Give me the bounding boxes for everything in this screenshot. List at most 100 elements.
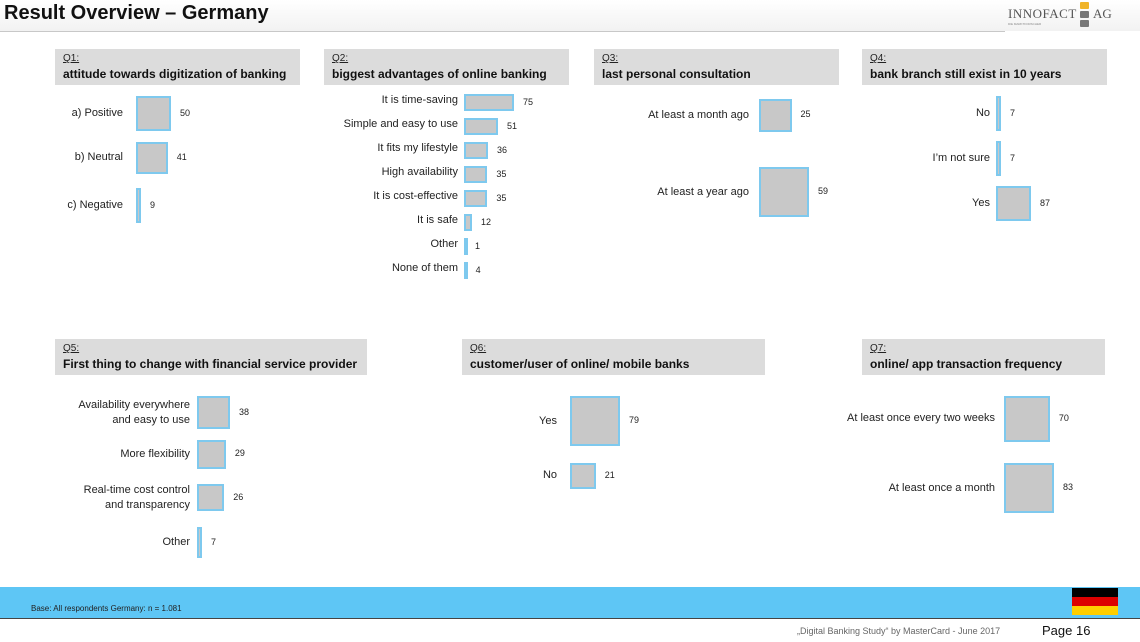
page-number: Page 16	[1042, 623, 1091, 638]
question-header-q7: Q7: online/ app transaction frequency	[862, 339, 1105, 375]
logo-suffix: AG	[1093, 6, 1112, 21]
question-header-q5: Q5: First thing to change with financial …	[55, 339, 367, 375]
data-label: 7	[211, 536, 217, 547]
question-title: First thing to change with financial ser…	[63, 357, 358, 371]
bar	[570, 463, 596, 489]
data-label: 41	[176, 151, 187, 162]
category-label: It is time-saving	[381, 94, 458, 106]
category-label: Availability everywhere and easy to use	[78, 398, 190, 426]
question-title: biggest advantages of online banking	[332, 67, 547, 81]
question-header-q3: Q3: last personal consultation	[594, 49, 839, 85]
category-label: c) Negative	[67, 199, 123, 211]
question-number: Q6:	[470, 343, 487, 354]
data-label: 29	[234, 448, 245, 459]
title-bar	[0, 0, 1140, 31]
bar	[1004, 396, 1050, 442]
bar	[197, 527, 202, 558]
question-title: last personal consultation	[602, 67, 751, 81]
bar	[136, 96, 171, 131]
data-label: 12	[481, 216, 492, 227]
category-label: At least a year ago	[657, 185, 749, 198]
category-label: Other	[430, 238, 458, 250]
data-label: 50	[180, 107, 191, 118]
question-header-q2: Q2: biggest advantages of online banking	[324, 49, 569, 85]
data-label: 35	[496, 168, 507, 179]
bar	[464, 238, 468, 255]
bar	[570, 396, 620, 446]
bar	[136, 142, 168, 174]
data-label: 1	[475, 240, 481, 251]
question-header-q6: Q6: customer/user of online/ mobile banks	[462, 339, 765, 375]
category-label: At least a month ago	[648, 108, 749, 121]
category-label: More flexibility	[120, 447, 190, 460]
data-label: 75	[523, 96, 534, 107]
bar	[759, 99, 792, 132]
category-label: High availability	[381, 166, 458, 178]
data-label: 36	[497, 144, 508, 155]
base-note: Base: All respondents Germany: n = 1.081	[31, 604, 182, 613]
company-logo: INNOFACT	[1008, 6, 1077, 21]
flag-stripe-red	[1072, 597, 1118, 606]
bar	[197, 440, 226, 469]
flag-stripe-black	[1072, 588, 1118, 597]
question-title: customer/user of online/ mobile banks	[470, 357, 690, 371]
category-label: None of them	[391, 262, 458, 274]
bar	[996, 96, 1001, 131]
data-label: 83	[1063, 482, 1074, 492]
category-label: b) Neutral	[74, 151, 123, 164]
data-label: 7	[1010, 152, 1016, 163]
flag-stripe-gold	[1072, 606, 1118, 615]
bar	[464, 262, 468, 279]
data-label: 70	[1058, 412, 1069, 423]
data-label: 79	[629, 415, 640, 425]
data-label: 25	[800, 109, 811, 120]
logo-tagline: DIE MARKTFORSCHER	[1008, 22, 1042, 26]
study-source: „Digital Banking Study“ by MasterCard - …	[797, 626, 1001, 636]
bar	[464, 142, 488, 159]
question-number: Q3:	[602, 53, 619, 64]
question-number: Q7:	[870, 343, 887, 354]
footer-divider	[0, 618, 1140, 619]
data-label: 7	[1010, 107, 1016, 118]
category-label: a) Positive	[71, 107, 123, 119]
category-label: Yes	[539, 414, 557, 427]
category-label: Simple and easy to use	[343, 118, 458, 130]
question-number: Q1:	[63, 53, 80, 64]
data-label: 21	[604, 469, 615, 480]
data-label: 35	[496, 192, 507, 203]
category-label: At least once every two weeks	[847, 412, 995, 425]
category-label: Real-time cost control and transparency	[83, 483, 190, 511]
category-label: No	[975, 107, 990, 119]
bar	[464, 190, 488, 207]
footer-band	[0, 587, 1140, 618]
bar	[996, 186, 1031, 221]
data-label: 4	[475, 264, 481, 275]
bar	[136, 188, 141, 223]
bar	[197, 484, 225, 512]
data-label: 26	[233, 491, 244, 502]
category-label: At least once a month	[888, 481, 995, 494]
question-header-q4: Q4: bank branch still exist in 10 years	[862, 49, 1107, 85]
category-label: I’m not sure	[932, 152, 990, 164]
question-number: Q4:	[870, 53, 887, 64]
category-label: It is cost-effective	[373, 190, 458, 202]
germany-flag-icon	[1072, 588, 1118, 615]
data-label: 38	[239, 406, 250, 417]
question-number: Q5:	[63, 343, 80, 354]
bar	[464, 94, 514, 111]
title-divider	[0, 31, 1005, 32]
page-title: Result Overview – Germany	[4, 2, 269, 24]
question-number: Q2:	[332, 53, 349, 64]
data-label: 9	[150, 199, 156, 210]
bar	[759, 167, 809, 217]
question-title: attitude towards digitization of banking	[63, 67, 287, 81]
data-label: 51	[507, 120, 518, 131]
bar	[464, 118, 498, 135]
category-label: Yes	[972, 197, 990, 209]
question-header-q1: Q1: attitude towards digitization of bank…	[55, 49, 300, 85]
category-label: It is safe	[417, 214, 458, 226]
bar	[464, 166, 488, 183]
data-label: 59	[818, 186, 829, 196]
bar	[464, 214, 472, 231]
bar	[197, 396, 230, 429]
